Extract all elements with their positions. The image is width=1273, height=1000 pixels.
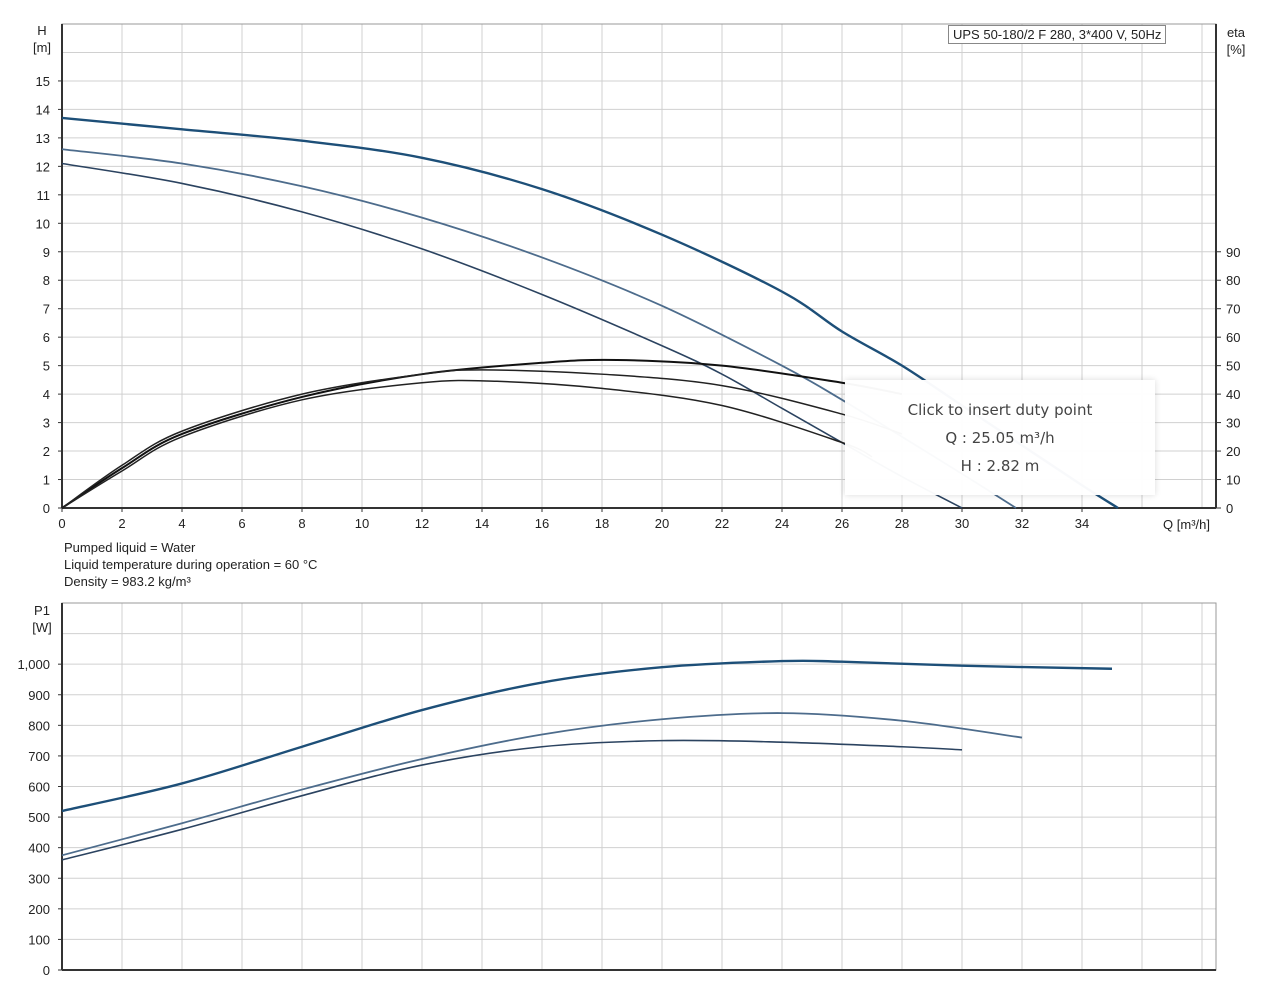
y-tick-label: 700 (28, 749, 50, 764)
y-tick-label: 9 (43, 245, 50, 260)
y-tick-label: 300 (28, 871, 50, 886)
y-tick-label: 5 (43, 359, 50, 374)
y-tick-label: 4 (43, 387, 50, 402)
y-tick-label: 0 (43, 501, 50, 516)
x-tick-label: 2 (118, 516, 125, 531)
y2-tick-label: 40 (1226, 387, 1240, 402)
pump-title: UPS 50-180/2 F 280, 3*400 V, 50Hz (948, 25, 1167, 44)
x-tick-label: 34 (1075, 516, 1089, 531)
density: Density = 983.2 kg/m³ (64, 574, 191, 589)
x-tick-label: 14 (475, 516, 489, 531)
eta-axis-label: eta (1227, 25, 1246, 40)
y-tick-label: 6 (43, 330, 50, 345)
y-tick-label: 15 (36, 74, 50, 89)
x-tick-label: 0 (58, 516, 65, 531)
curve-P1-speed-3 (61, 659, 1113, 813)
x-tick-label: 16 (535, 516, 549, 531)
x-tick-label: 10 (355, 516, 369, 531)
y-tick-label: 1 (43, 473, 50, 488)
duty-point-tooltip[interactable]: Click to insert duty point Q : 25.05 m³/… (845, 380, 1155, 495)
q-axis-label: Q [m³/h] (1163, 517, 1210, 532)
tooltip-h: H : 2.82 m (960, 457, 1040, 475)
y-tick-label: 7 (43, 302, 50, 317)
x-tick-label: 24 (775, 516, 789, 531)
liquid-temperature: Liquid temperature during operation = 60… (64, 557, 318, 572)
y-tick-label: 8 (43, 273, 50, 288)
y2-tick-label: 90 (1226, 245, 1240, 260)
eta-axis-unit: [%] (1227, 42, 1246, 57)
x-tick-label: 4 (178, 516, 185, 531)
y2-tick-label: 20 (1226, 444, 1240, 459)
y-tick-label: 11 (37, 188, 51, 203)
curve-H-speed-1 (61, 162, 963, 509)
h-axis-unit: [m] (33, 40, 51, 55)
x-tick-label: 12 (415, 516, 429, 531)
y-tick-label: 10 (36, 216, 50, 231)
y2-tick-label: 60 (1226, 330, 1240, 345)
y-tick-label: 400 (28, 841, 50, 856)
curve-eta-speed-2 (61, 369, 903, 509)
h-axis-label: H (37, 23, 46, 38)
x-tick-label: 8 (298, 516, 305, 531)
y-tick-label: 600 (28, 780, 50, 795)
y-tick-label: 100 (28, 932, 50, 947)
curve-eta-speed-1 (61, 379, 873, 509)
y2-tick-label: 10 (1226, 473, 1240, 488)
tooltip-q: Q : 25.05 m³/h (945, 429, 1055, 447)
y2-tick-label: 70 (1226, 302, 1240, 317)
y-tick-label: 500 (28, 810, 50, 825)
y-tick-label: 13 (36, 131, 50, 146)
y-tick-label: 0 (43, 963, 50, 978)
y-tick-label: 2 (43, 444, 50, 459)
p1-axis-unit: [W] (32, 620, 52, 635)
tooltip-action: Click to insert duty point (907, 401, 1093, 419)
y2-tick-label: 50 (1226, 359, 1240, 374)
pumped-liquid: Pumped liquid = Water (64, 540, 196, 555)
y-tick-label: 14 (36, 102, 50, 117)
y-tick-label: 3 (43, 416, 50, 431)
p1-axis-label: P1 (34, 603, 50, 618)
y2-tick-label: 80 (1226, 273, 1240, 288)
x-tick-label: 26 (835, 516, 849, 531)
y2-tick-label: 30 (1226, 416, 1240, 431)
x-tick-label: 18 (595, 516, 609, 531)
y-tick-label: 900 (28, 688, 50, 703)
x-tick-label: 32 (1015, 516, 1029, 531)
y-tick-label: 12 (36, 159, 50, 174)
x-tick-label: 6 (238, 516, 245, 531)
curve-P1-speed-2 (61, 712, 1023, 857)
y2-tick-label: 0 (1226, 501, 1233, 516)
x-tick-label: 20 (655, 516, 669, 531)
x-tick-label: 22 (715, 516, 729, 531)
curve-P1-speed-1 (61, 739, 963, 861)
x-tick-label: 30 (955, 516, 969, 531)
y-tick-label: 1,000 (17, 657, 50, 672)
x-tick-label: 28 (895, 516, 909, 531)
y-tick-label: 200 (28, 902, 50, 917)
y-tick-label: 800 (28, 718, 50, 733)
curve-eta-speed-3 (61, 358, 903, 509)
